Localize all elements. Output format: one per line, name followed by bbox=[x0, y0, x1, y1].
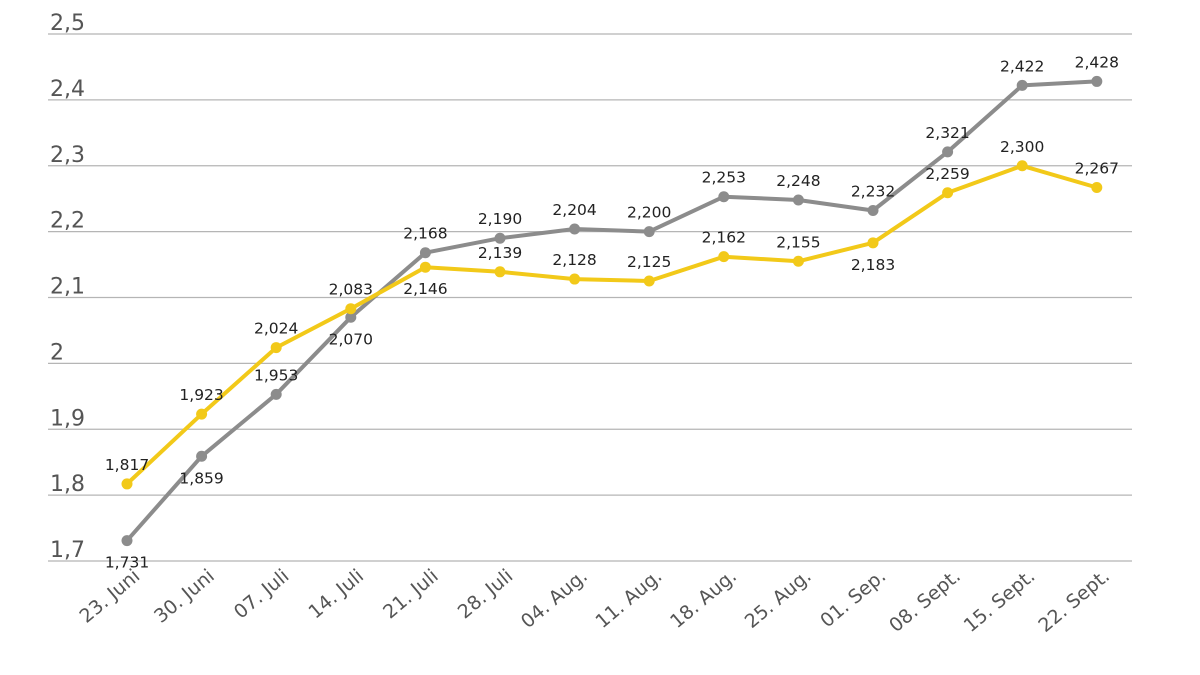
series-1-data-label: 1,923 bbox=[179, 386, 223, 404]
series-1-point bbox=[942, 187, 954, 199]
series-0-point bbox=[419, 247, 431, 259]
series-0-point bbox=[121, 535, 133, 547]
series-1-point bbox=[718, 251, 730, 263]
series-0-data-label: 2,253 bbox=[702, 169, 746, 187]
y-tick-label: 2,2 bbox=[50, 209, 85, 234]
series-1-point bbox=[867, 237, 879, 249]
series-1-point bbox=[792, 255, 804, 267]
x-tick-label: 11. Aug. bbox=[591, 565, 666, 633]
series-1-point bbox=[494, 266, 506, 278]
series-1-data-label: 2,183 bbox=[851, 256, 895, 274]
series-1-data-label: 1,817 bbox=[105, 456, 149, 474]
series-0-point bbox=[270, 388, 282, 400]
series-0-point bbox=[494, 232, 506, 244]
series-0-point bbox=[867, 205, 879, 217]
series-1-data-label: 2,139 bbox=[478, 244, 522, 262]
series-0-data-label: 2,428 bbox=[1075, 53, 1119, 71]
series-0-point bbox=[569, 223, 581, 235]
series-1-data-label: 2,083 bbox=[329, 281, 373, 299]
series-0-data-label: 2,248 bbox=[776, 172, 820, 190]
x-axis-ticks: 23. Juni 30. Juni 07. Juli 14. Juli 21. Juli… bbox=[76, 565, 1115, 637]
series-1-point bbox=[1091, 181, 1103, 193]
y-tick-label: 1,7 bbox=[50, 538, 85, 563]
x-tick-label: 25. Aug. bbox=[741, 565, 816, 633]
y-tick-label: 2,4 bbox=[50, 77, 85, 102]
x-tick-label: 28. Juli bbox=[454, 565, 518, 623]
x-tick-label: 30. Juni bbox=[150, 565, 219, 628]
series-lines bbox=[121, 75, 1103, 547]
data-labels: 1,731 1,859 1,953 2,070 2,168 2,190 2,204 2,200… bbox=[105, 53, 1119, 571]
series-0-point bbox=[196, 450, 208, 462]
series-0-data-label: 2,321 bbox=[925, 124, 969, 142]
y-tick-label: 2,3 bbox=[50, 143, 85, 168]
series-1-point bbox=[345, 303, 357, 315]
x-tick-label: 15. Sept. bbox=[960, 565, 1040, 637]
series-0-point bbox=[718, 191, 730, 203]
series-0-data-label: 2,190 bbox=[478, 210, 522, 228]
series-0-point bbox=[345, 311, 357, 323]
series-1-data-label: 2,155 bbox=[776, 233, 820, 251]
series-1-data-label: 2,267 bbox=[1075, 159, 1119, 177]
y-tick-label: 1,9 bbox=[50, 406, 85, 431]
y-tick-label: 2 bbox=[50, 340, 64, 365]
series-1-data-label: 2,259 bbox=[925, 165, 969, 183]
x-tick-label: 22. Sept. bbox=[1034, 565, 1114, 637]
series-0-data-label: 2,204 bbox=[552, 201, 596, 219]
series-1-point bbox=[270, 342, 282, 354]
x-tick-label: 07. Juli bbox=[230, 565, 294, 623]
series-1-data-label: 2,300 bbox=[1000, 138, 1044, 156]
x-tick-label: 14. Juli bbox=[304, 565, 368, 623]
series-1-point bbox=[643, 275, 655, 287]
x-tick-label: 04. Aug. bbox=[517, 565, 592, 633]
series-0-data-label: 2,168 bbox=[403, 225, 447, 243]
series-1-point bbox=[1016, 160, 1028, 172]
series-1-point bbox=[419, 261, 431, 273]
series-1-point bbox=[569, 273, 581, 285]
series-1-point bbox=[121, 478, 133, 490]
series-1-line bbox=[125, 163, 1099, 486]
gridlines bbox=[48, 33, 1132, 562]
series-1-data-label: 2,024 bbox=[254, 320, 298, 338]
series-0-point bbox=[643, 226, 655, 238]
series-1-data-label: 2,125 bbox=[627, 253, 671, 271]
series-0-data-label: 1,859 bbox=[179, 469, 223, 487]
y-tick-label: 2,1 bbox=[50, 275, 85, 300]
series-0-data-label: 2,070 bbox=[329, 330, 373, 348]
series-0-data-label: 1,731 bbox=[105, 554, 149, 572]
series-0-point bbox=[1091, 75, 1103, 87]
y-tick-label: 1,8 bbox=[50, 472, 85, 497]
x-tick-label: 08. Sept. bbox=[885, 565, 965, 637]
series-1-point bbox=[196, 408, 208, 420]
x-tick-label: 21. Juli bbox=[379, 565, 443, 623]
x-tick-label: 18. Aug. bbox=[666, 565, 741, 633]
series-1-data-label: 2,128 bbox=[552, 251, 596, 269]
series-0-data-label: 1,953 bbox=[254, 366, 298, 384]
y-axis-ticks: 2,5 2,4 2,3 2,2 2,1 2 1,9 1,8 1,7 bbox=[50, 11, 85, 563]
series-1-data-label: 2,146 bbox=[403, 280, 447, 298]
series-0-point bbox=[792, 194, 804, 206]
x-tick-label: 23. Juni bbox=[76, 565, 145, 628]
y-tick-label: 2,5 bbox=[50, 11, 85, 36]
series-0-point bbox=[1016, 79, 1028, 91]
series-1-data-label: 2,162 bbox=[702, 229, 746, 247]
x-tick-label: 01. Sep. bbox=[816, 565, 890, 632]
series-0-point bbox=[942, 146, 954, 158]
series-0-data-label: 2,422 bbox=[1000, 57, 1044, 75]
series-0-data-label: 2,200 bbox=[627, 204, 671, 222]
series-0-data-label: 2,232 bbox=[851, 183, 895, 201]
series-0-line bbox=[125, 79, 1099, 543]
